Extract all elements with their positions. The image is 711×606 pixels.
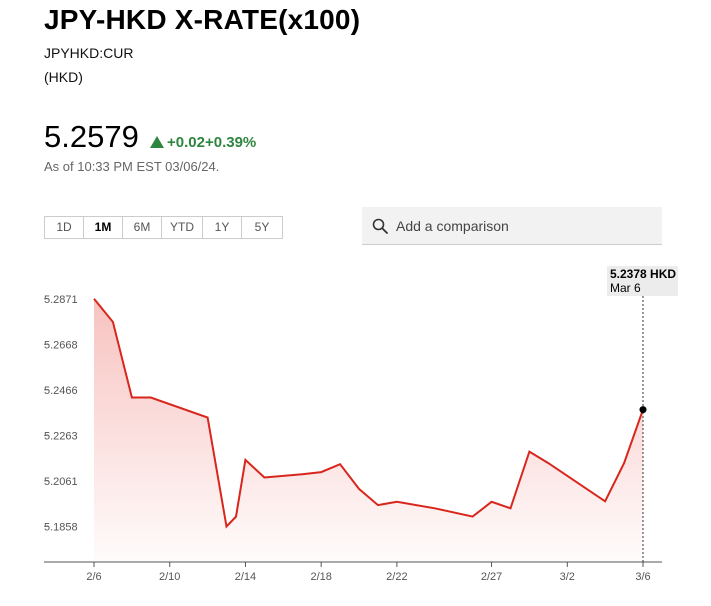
current-price: 5.2579	[44, 119, 139, 154]
x-tick-label: 3/2	[560, 571, 575, 583]
range-1d-button[interactable]: 1D	[45, 217, 84, 238]
price-change: +0.02+0.39%	[150, 134, 256, 151]
x-tick-label: 2/6	[86, 571, 101, 583]
y-tick-label: 5.2668	[44, 339, 78, 351]
page-title: JPY-HKD X-RATE(x100)	[44, 4, 361, 35]
change-percent: +0.39%	[204, 134, 257, 151]
range-1y-button[interactable]: 1Y	[203, 217, 242, 238]
y-tick-label: 5.2263	[44, 430, 78, 442]
range-ytd-button[interactable]: YTD	[162, 217, 203, 238]
as-of-timestamp: As of 10:33 PM EST 03/06/24.	[44, 159, 220, 174]
tooltip-date: Mar 6	[610, 281, 641, 295]
ticker-symbol: JPYHKD:CUR	[44, 45, 134, 61]
change-value: +0.02	[167, 134, 205, 151]
y-tick-label: 5.2061	[44, 476, 78, 488]
x-tick-label: 2/27	[481, 571, 502, 583]
last-point-marker	[639, 406, 647, 414]
range-1m-button[interactable]: 1M	[84, 217, 123, 238]
x-tick-label: 3/6	[635, 571, 650, 583]
currency-label: (HKD)	[44, 69, 83, 85]
x-tick-label: 2/18	[310, 571, 331, 583]
price-area	[94, 298, 643, 562]
comparison-search-input[interactable]: Add a comparison	[362, 207, 662, 245]
tooltip-value: 5.2378 HKD	[610, 267, 677, 281]
range-6m-button[interactable]: 6M	[123, 217, 162, 238]
x-tick-label: 2/22	[386, 571, 407, 583]
y-tick-label: 5.2871	[44, 294, 78, 306]
comparison-placeholder: Add a comparison	[396, 217, 509, 234]
price-line	[93, 298, 644, 529]
x-tick-label: 2/14	[235, 571, 256, 583]
search-icon	[372, 218, 388, 234]
x-tick-label: 2/10	[159, 571, 180, 583]
y-tick-label: 5.1858	[44, 521, 78, 533]
hover-tooltip: 5.2378 HKD Mar 6	[607, 266, 678, 296]
range-selector: 1D 1M 6M YTD 1Y 5Y	[44, 216, 283, 239]
range-5y-button[interactable]: 5Y	[254, 220, 270, 234]
y-tick-label: 5.2466	[44, 385, 78, 397]
up-arrow-icon	[150, 136, 164, 148]
